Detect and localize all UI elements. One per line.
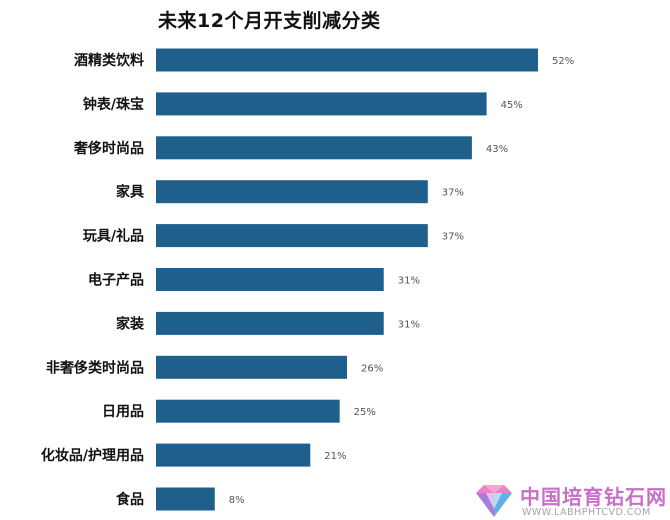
- bar-value-label: 31%: [398, 319, 420, 330]
- category-label: 钟表/珠宝: [83, 96, 144, 113]
- diamond-logo-icon: [476, 485, 512, 517]
- category-label: 奢侈时尚品: [73, 140, 144, 157]
- bar: [156, 355, 347, 379]
- bar: [156, 180, 428, 204]
- bar: [156, 311, 384, 335]
- bar: [156, 48, 538, 72]
- watermark-name: 中国培育钻石网: [520, 485, 667, 509]
- bar-value-label: 25%: [354, 407, 376, 418]
- category-label: 日用品: [102, 404, 144, 420]
- category-label: 化妆品/护理用品: [41, 447, 144, 464]
- category-label: 家装: [116, 315, 145, 332]
- chart-title: 未来12个月开支削减分类: [158, 10, 381, 32]
- bar: [156, 399, 340, 423]
- bar: [156, 268, 384, 291]
- bar-value-label: 52%: [552, 56, 574, 67]
- bar-value-label: 31%: [398, 276, 420, 287]
- watermark: 中国培育钻石网 WWW.LABHPHTCVD.COM: [472, 481, 666, 519]
- bar: [156, 92, 487, 116]
- bar-value-label: 26%: [361, 363, 383, 374]
- bar-value-label: 45%: [501, 100, 523, 111]
- bar-value-label: 43%: [486, 144, 508, 155]
- bar-value-label: 37%: [442, 188, 464, 199]
- bar-value-label: 8%: [229, 495, 245, 506]
- category-label: 家具: [116, 184, 144, 201]
- bar-value-label: 21%: [324, 451, 346, 462]
- bar: [156, 443, 311, 467]
- category-label: 非奢侈类时尚品: [46, 359, 144, 376]
- bar: [156, 224, 428, 248]
- watermark-url: WWW.LABHPHTCVD.COM: [522, 507, 651, 518]
- category-label: 酒精类饮料: [74, 52, 144, 69]
- category-label: 食品: [116, 491, 144, 508]
- bar-value-label: 37%: [442, 232, 464, 243]
- category-label: 电子产品: [88, 272, 144, 289]
- bar: [156, 136, 472, 160]
- bar: [156, 487, 215, 511]
- category-label: 玩具/礼品: [83, 228, 144, 245]
